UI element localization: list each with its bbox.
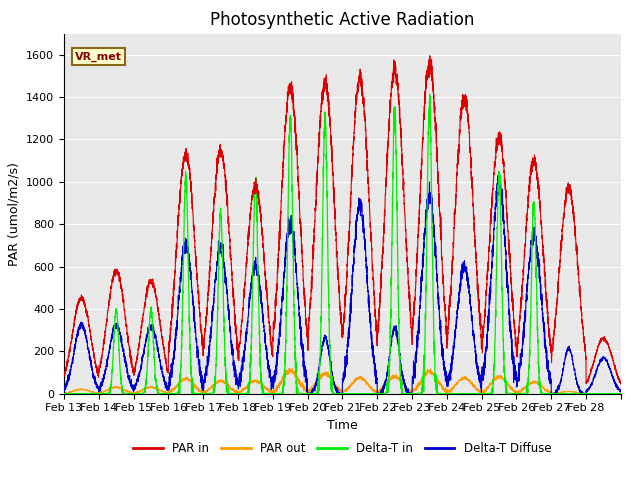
Title: Photosynthetic Active Radiation: Photosynthetic Active Radiation: [210, 11, 475, 29]
Y-axis label: PAR (umol/m2/s): PAR (umol/m2/s): [8, 162, 20, 265]
X-axis label: Time: Time: [327, 419, 358, 432]
Text: VR_met: VR_met: [75, 51, 122, 62]
Legend: PAR in, PAR out, Delta-T in, Delta-T Diffuse: PAR in, PAR out, Delta-T in, Delta-T Dif…: [129, 437, 556, 460]
